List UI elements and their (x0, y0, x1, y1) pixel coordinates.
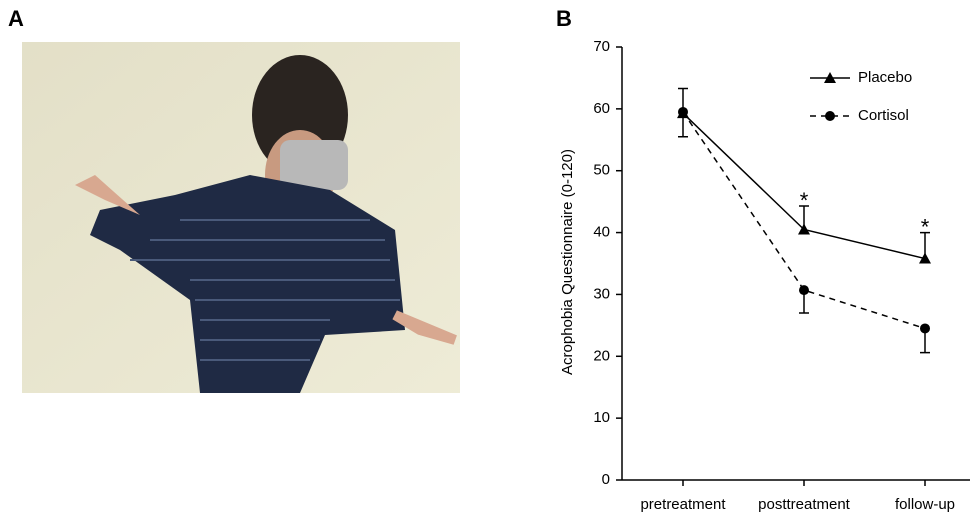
y-tick-label: 50 (593, 162, 610, 179)
y-tick-label: 40 (593, 224, 610, 241)
data-point (920, 323, 930, 333)
significance-marker: * (921, 214, 930, 239)
significance-marker: * (800, 188, 809, 213)
y-tick-label: 70 (593, 38, 610, 55)
y-tick-label: 60 (593, 100, 610, 117)
legend-label: Placebo (858, 69, 912, 86)
x-tick-label: pretreatment (640, 496, 726, 513)
photo (22, 42, 460, 393)
legend-marker (825, 111, 835, 121)
x-tick-label: follow-up (895, 496, 955, 513)
y-tick-label: 10 (593, 409, 610, 426)
y-tick-label: 20 (593, 347, 610, 364)
data-point (678, 107, 688, 117)
y-tick-label: 30 (593, 285, 610, 302)
legend-label: Cortisol (858, 107, 909, 124)
figure: A B Acrophobia Questionnaire (0-120) 0 10… (0, 0, 977, 515)
data-point (799, 285, 809, 295)
y-tick-label: 0 (602, 471, 610, 488)
x-tick-label: posttreatment (758, 496, 851, 513)
panel-label: B (556, 6, 572, 31)
series-line (683, 113, 925, 258)
panel-label: A (8, 6, 24, 31)
y-axis-label: Acrophobia Questionnaire (0-120) (559, 149, 576, 375)
